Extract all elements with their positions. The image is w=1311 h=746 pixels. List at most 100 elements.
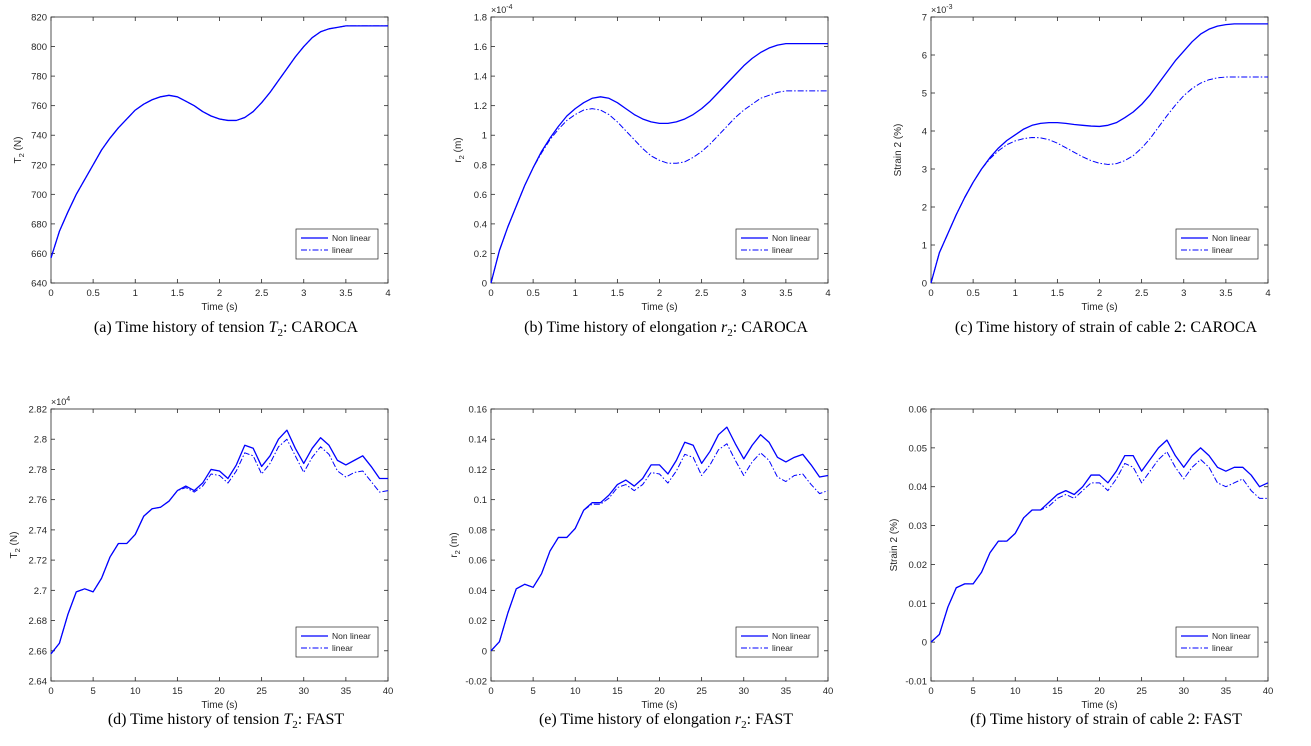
x-tick-label: 40 bbox=[1263, 686, 1274, 697]
x-axis-label: Time (s) bbox=[201, 700, 237, 711]
x-tick-label: 35 bbox=[781, 686, 792, 697]
y-tick-label: 1.8 bbox=[474, 13, 487, 24]
y-tick-label: 2.66 bbox=[29, 646, 48, 657]
x-tick-label: 0 bbox=[48, 288, 53, 299]
x-tick-label: 4 bbox=[1265, 288, 1270, 299]
y-tick-label: 0.4 bbox=[474, 219, 487, 230]
x-tick-label: 0.5 bbox=[527, 288, 540, 299]
chart-panel-d: 0 5 10 15 20 25 30 35 40 2.64 2.66 2.68 2.7 2.72 2.74 2… bbox=[9, 396, 393, 711]
y-tick-label: 2.68 bbox=[29, 616, 48, 627]
legend-entry: linear bbox=[772, 245, 793, 255]
legend-entry: linear bbox=[1212, 245, 1233, 255]
y-tick-label: 1.2 bbox=[474, 101, 487, 112]
y-tick-label: 740 bbox=[31, 131, 47, 142]
legend: Non linear linear bbox=[736, 229, 818, 259]
panel-caption-a: (a) Time history of tension T2: CAROCA bbox=[46, 319, 406, 339]
y-tick-label: 2 bbox=[922, 203, 927, 214]
y-tick-label: 0.06 bbox=[469, 556, 488, 567]
legend: Non linear linear bbox=[1176, 627, 1258, 657]
legend-entry: Non linear bbox=[332, 631, 371, 641]
x-tick-label: 30 bbox=[738, 686, 749, 697]
y-tick-label: 2.78 bbox=[29, 465, 48, 476]
y-tick-label: 2.72 bbox=[29, 556, 48, 567]
y-tick-label: 2.76 bbox=[29, 495, 48, 506]
y-tick-label: 2.64 bbox=[29, 677, 48, 688]
y-tick-label: 0.03 bbox=[909, 521, 928, 532]
x-tick-label: 3.5 bbox=[339, 288, 352, 299]
y-tick-label: 2.74 bbox=[29, 525, 48, 536]
x-tick-label: 25 bbox=[256, 686, 267, 697]
chart-panel-a: 0 0.5 1 1.5 2 2.5 3 3.5 4 640 660 680 700 720 740 760 78… bbox=[13, 13, 391, 314]
x-axis-label: Time (s) bbox=[1081, 302, 1117, 313]
x-tick-label: 1.5 bbox=[611, 288, 624, 299]
y-tick-label: 0.06 bbox=[909, 405, 928, 416]
x-tick-label: 15 bbox=[612, 686, 623, 697]
y-tick-label: 680 bbox=[31, 219, 47, 230]
x-axis-label: Time (s) bbox=[201, 302, 237, 313]
y-tick-label: 0.01 bbox=[909, 599, 928, 610]
x-tick-label: 5 bbox=[970, 686, 975, 697]
x-tick-label: 1.5 bbox=[1051, 288, 1064, 299]
x-tick-label: 25 bbox=[696, 686, 707, 697]
y-tick-label: 1.4 bbox=[474, 72, 487, 83]
y-tick-label: 780 bbox=[31, 72, 47, 83]
chart-panel-e: 0 5 10 15 20 25 30 35 40-0.0200.020.040.060.080.… bbox=[449, 405, 833, 712]
y-tick-label: 720 bbox=[31, 160, 47, 171]
y-axis-label: r2 (m) bbox=[453, 137, 466, 162]
y-tick-label: 6 bbox=[922, 51, 927, 62]
x-tick-label: 0 bbox=[488, 288, 493, 299]
legend-entry: Non linear bbox=[1212, 233, 1251, 243]
x-tick-label: 35 bbox=[341, 686, 352, 697]
x-tick-label: 3 bbox=[741, 288, 746, 299]
x-tick-label: 40 bbox=[383, 686, 394, 697]
x-tick-label: 20 bbox=[214, 686, 225, 697]
legend-entry: linear bbox=[332, 245, 353, 255]
x-tick-label: 25 bbox=[1136, 686, 1147, 697]
y-tick-label: 0.12 bbox=[469, 465, 488, 476]
x-tick-label: 40 bbox=[823, 686, 834, 697]
x-tick-label: 10 bbox=[570, 686, 581, 697]
x-tick-label: 0.5 bbox=[967, 288, 980, 299]
x-tick-label: 2.5 bbox=[1135, 288, 1148, 299]
y-tick-label: 800 bbox=[31, 42, 47, 53]
y-tick-label: 0.04 bbox=[469, 586, 488, 597]
y-tick-label: 0.02 bbox=[469, 616, 488, 627]
y-tick-label: 0.05 bbox=[909, 443, 928, 454]
y-tick-label: 0.16 bbox=[469, 405, 488, 416]
y-tick-label: 0 bbox=[922, 279, 927, 290]
chart-panel-c: 0 0.5 1 1.5 2 2.5 3 3.5 401234567×10-3Time (s)St… bbox=[893, 4, 1271, 313]
y-tick-label: 1 bbox=[482, 131, 487, 142]
x-tick-label: 3 bbox=[1181, 288, 1186, 299]
y-tick-label: 760 bbox=[31, 101, 47, 112]
y-tick-label: 1 bbox=[922, 241, 927, 252]
axis-exponent: ×104 bbox=[51, 396, 70, 407]
x-tick-label: 2 bbox=[657, 288, 662, 299]
y-tick-label: 0.14 bbox=[469, 435, 488, 446]
x-tick-label: 4 bbox=[385, 288, 390, 299]
panel-caption-d: (d) Time history of tension T2: FAST bbox=[46, 711, 406, 731]
x-axis-label: Time (s) bbox=[1081, 700, 1117, 711]
x-tick-label: 2.5 bbox=[255, 288, 268, 299]
y-axis-label: T2 (N) bbox=[13, 137, 26, 164]
y-tick-label: 2.7 bbox=[34, 586, 47, 597]
y-tick-label: 0.8 bbox=[474, 160, 487, 171]
x-tick-label: 4 bbox=[825, 288, 830, 299]
x-tick-label: 3.5 bbox=[1219, 288, 1232, 299]
x-axis-label: Time (s) bbox=[641, 302, 677, 313]
x-tick-label: 0 bbox=[488, 686, 493, 697]
y-tick-label: 0.08 bbox=[469, 525, 488, 536]
y-tick-label: -0.01 bbox=[905, 677, 927, 688]
y-axis-label: Strain 2 (%) bbox=[893, 124, 904, 177]
y-tick-label: 0.02 bbox=[909, 560, 928, 571]
y-tick-label: 0.6 bbox=[474, 190, 487, 201]
axis-exponent: ×10-4 bbox=[491, 4, 513, 15]
legend: Non linear linear bbox=[1176, 229, 1258, 259]
x-tick-label: 5 bbox=[90, 686, 95, 697]
x-tick-label: 1 bbox=[573, 288, 578, 299]
y-axis-label: r2 (m) bbox=[449, 532, 462, 557]
x-tick-label: 0 bbox=[48, 686, 53, 697]
x-tick-label: 0.5 bbox=[87, 288, 100, 299]
x-tick-label: 1.5 bbox=[171, 288, 184, 299]
y-tick-label: 2.82 bbox=[29, 405, 48, 416]
legend-entry: Non linear bbox=[772, 233, 811, 243]
